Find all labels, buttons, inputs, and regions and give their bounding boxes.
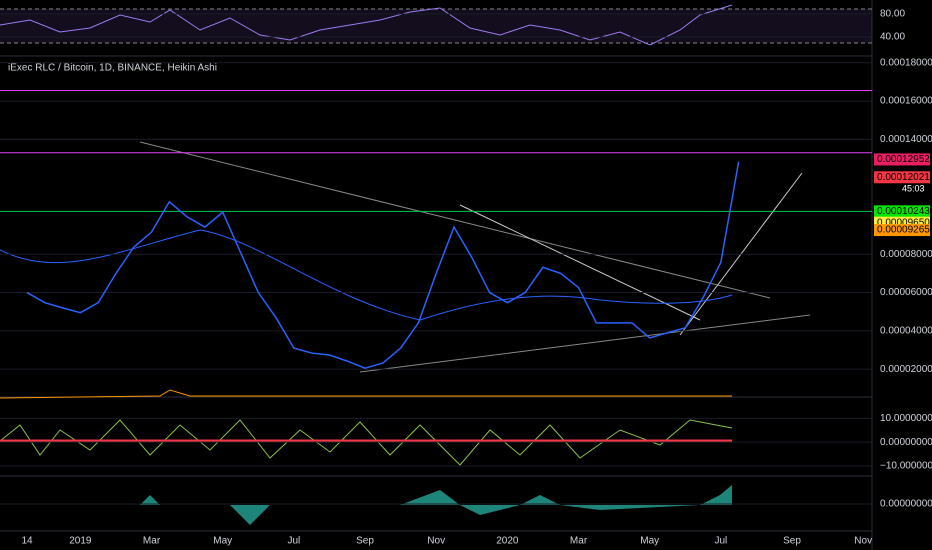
y-tick-label: −10.00000000 [880, 461, 932, 472]
pane-borders [0, 0, 873, 550]
volume-ma [0, 389, 732, 399]
y-tick-label: 0.00014000 [880, 134, 932, 145]
price-line [26, 161, 740, 369]
price-tag-label: 0.00010243 [877, 206, 930, 217]
price-tag [874, 224, 930, 237]
countdown: 45:03 [902, 184, 925, 194]
rsi-line [0, 4, 733, 46]
y-tick-label: 80.00 [880, 9, 905, 20]
y-tick-label: 0.00016000 [880, 96, 932, 107]
y-tick-label: 0.00002000 [880, 364, 932, 375]
price-tag-label: 0.00012952 [877, 154, 930, 165]
trend-line [139, 141, 771, 299]
chart-title: iExec RLC / Bitcoin, 1D, BINANCE, Heikin… [8, 63, 217, 74]
x-tick-label: 2019 [69, 536, 92, 547]
y-tick-label: 0.00000000 [880, 499, 932, 510]
price-tag [874, 153, 930, 166]
x-tick-label: 2020 [496, 536, 519, 547]
x-tick-label: Jul [287, 536, 300, 547]
x-tick-label: Jul [714, 536, 727, 547]
x-tick-label: Nov [427, 536, 445, 547]
oscillator [0, 419, 733, 466]
trend-line [459, 204, 701, 321]
oscillator-histogram [0, 485, 732, 525]
price-tag-label: 0.00012021 [877, 172, 930, 183]
y-tick-label: 40.00 [880, 32, 905, 43]
x-tick-label: May [640, 536, 659, 547]
y-tick-label: 0.00006000 [880, 287, 932, 298]
x-tick-label: Mar [570, 536, 588, 547]
x-tick-label: Nov [854, 536, 872, 547]
y-tick-label: 0.00004000 [880, 325, 932, 336]
price-tag-label: 0.00009265 [877, 225, 930, 236]
price-tag [874, 205, 930, 218]
moving-average [0, 229, 733, 321]
x-tick-label: Sep [356, 536, 374, 547]
y-tick-label: 0.00000000 [880, 437, 932, 448]
x-tick-label: Sep [783, 536, 801, 547]
price-tag [874, 171, 930, 184]
x-tick-label: May [213, 536, 232, 547]
price-tag-label: 0.00009650 [877, 217, 930, 228]
y-tick-label: 10.00000000 [880, 413, 932, 424]
x-tick-label: 14 [21, 536, 33, 547]
x-tick-label: Mar [143, 536, 161, 547]
y-tick-label: 0.00018000 [880, 57, 932, 68]
trend-line [359, 314, 811, 373]
y-tick-label: 0.00008000 [880, 249, 932, 260]
